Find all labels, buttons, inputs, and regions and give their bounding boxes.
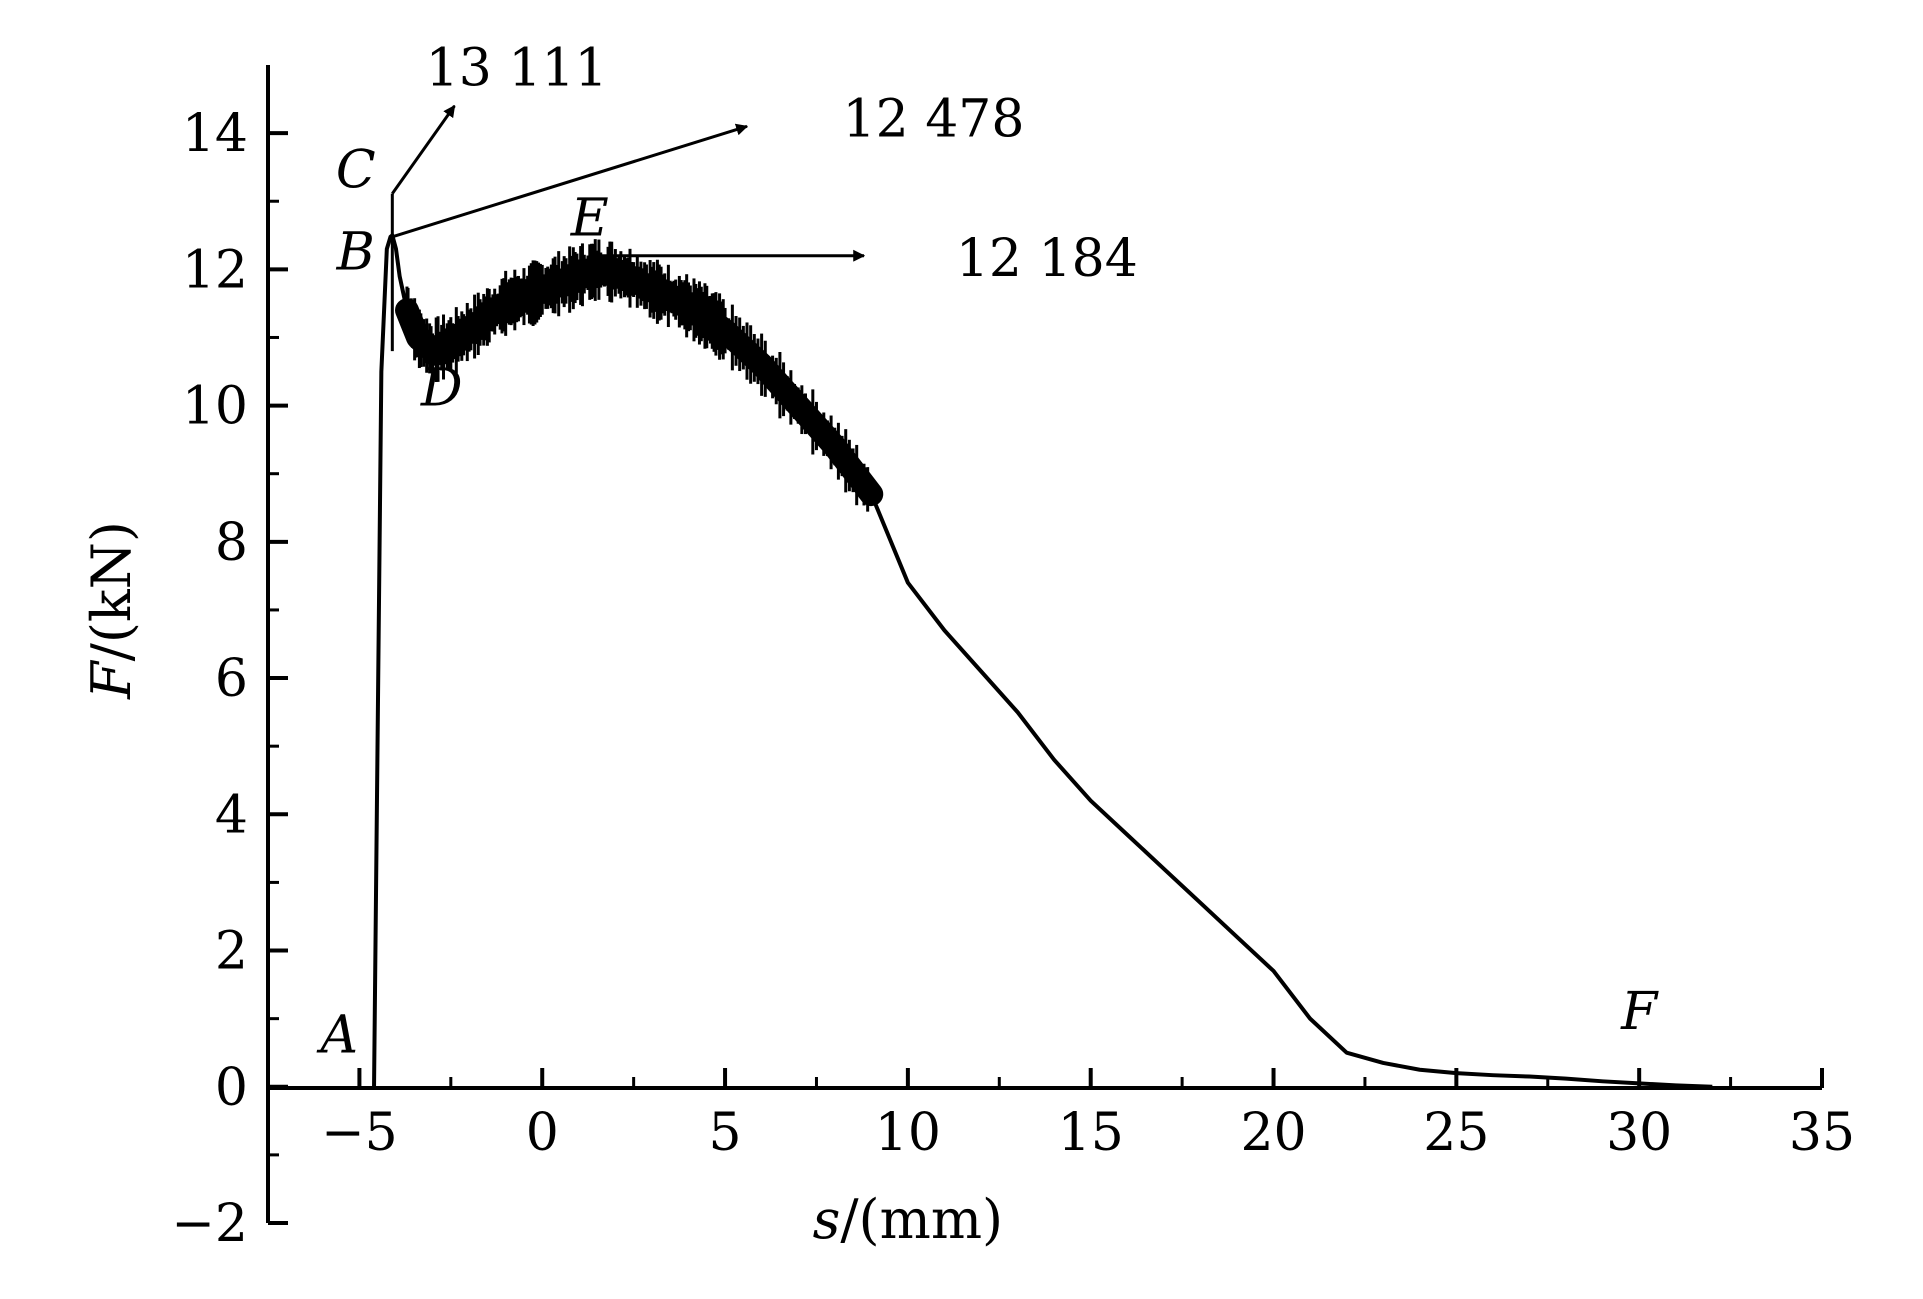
x-tick-label: 25: [1423, 1103, 1489, 1163]
annotation-value: 12 478: [843, 90, 1025, 150]
y-axis-unit: /(kN): [80, 521, 143, 661]
x-axis-unit: /(mm): [840, 1188, 1003, 1251]
x-axis-variable: s: [813, 1188, 841, 1251]
annotation-arrow: [391, 104, 456, 195]
point-label-a: A: [317, 1006, 359, 1066]
y-tick-label: 8: [215, 513, 248, 573]
annotation-value: 13 111: [426, 38, 608, 98]
y-tick-label: −2: [171, 1194, 248, 1254]
annotation-arrow: [391, 123, 749, 239]
series-line: [372, 233, 1713, 1089]
peak-annotations: 13 111 12 478 12 184: [391, 38, 1138, 289]
noise-band: [395, 257, 884, 507]
y-tick-label: 12: [182, 240, 248, 300]
y-axis-ticks: −2 0 2 4 6 8 10 12 14: [171, 104, 288, 1254]
point-label-d: D: [420, 359, 463, 419]
x-tick-label: 5: [709, 1103, 742, 1163]
point-labels: A BC D E F: [317, 141, 1660, 1066]
point-label-c: C: [336, 141, 376, 201]
y-tick-label: 4: [215, 785, 248, 845]
y-axis-label: F/(kN): [80, 521, 143, 700]
y-axis-variable: F: [80, 659, 143, 700]
x-axis-label: s/(mm): [813, 1188, 1003, 1251]
x-axis-ticks: −5 0 5 10 15 20 25 30 35: [266, 1068, 1855, 1163]
axes: [266, 65, 1822, 1223]
y-tick-label: 6: [215, 649, 248, 709]
y-tick-label: 14: [182, 104, 248, 164]
x-tick-label: 20: [1240, 1103, 1306, 1163]
point-label-e: E: [570, 188, 609, 248]
plot-area: [372, 193, 1713, 1089]
x-tick-label: 35: [1789, 1103, 1855, 1163]
x-tick-label: −5: [321, 1103, 398, 1163]
point-label-b: B: [336, 222, 375, 282]
x-tick-label: 30: [1606, 1103, 1672, 1163]
point-label-f: F: [1620, 982, 1659, 1042]
x-tick-label: 10: [875, 1103, 941, 1163]
x-tick-label: 15: [1058, 1103, 1124, 1163]
y-tick-label: 2: [215, 922, 248, 982]
y-tick-label: 0: [215, 1058, 248, 1118]
y-tick-label: 10: [182, 377, 248, 437]
annotation-value: 12 184: [956, 229, 1138, 289]
x-tick-label: 0: [526, 1103, 559, 1163]
